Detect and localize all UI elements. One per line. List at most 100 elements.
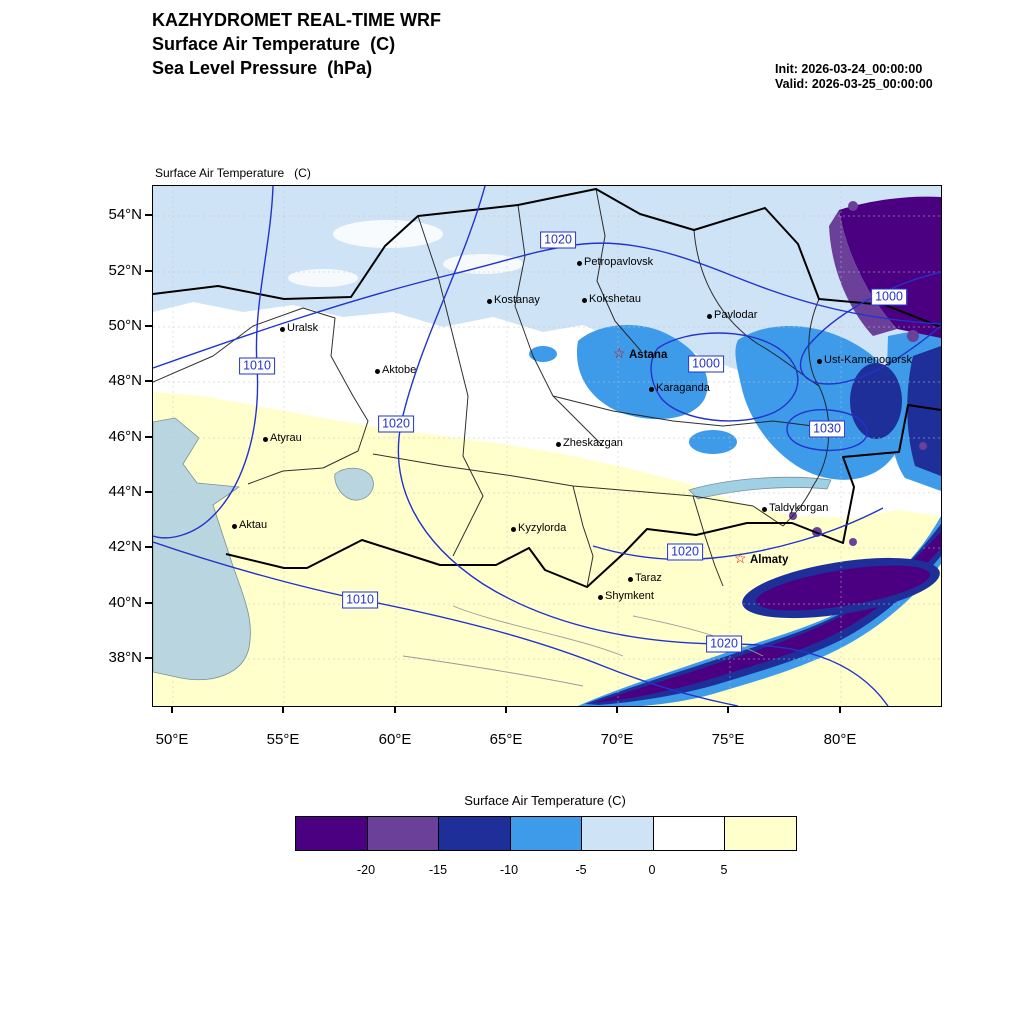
y-axis-label: 40°N xyxy=(108,594,142,611)
temp-fill-minus10to5 xyxy=(689,430,737,454)
city-label: Almaty xyxy=(750,554,789,566)
temp-speckle xyxy=(919,442,927,450)
lake-balkhash xyxy=(688,476,832,500)
valid-time: Valid: 2026-03-25_00:00:00 xyxy=(775,77,933,91)
axis-tick xyxy=(145,491,152,493)
city-label: Shymkent xyxy=(605,590,654,602)
map-canvas xyxy=(153,186,941,706)
temp-fill-minus15to10 xyxy=(850,363,902,439)
graticule xyxy=(153,186,941,706)
axis-tick xyxy=(839,706,841,713)
pressure-label: 1020 xyxy=(378,415,414,433)
kazakhstan-border xyxy=(153,188,941,588)
city-label: Taraz xyxy=(635,572,662,584)
city-dot-icon xyxy=(649,387,654,392)
init-time: Init: 2026-03-24_00:00:00 xyxy=(775,62,923,76)
x-axis-label: 80°E xyxy=(823,731,857,748)
axis-tick xyxy=(145,436,152,438)
temp-speckle xyxy=(879,322,887,330)
city-label: Uralsk xyxy=(287,322,319,334)
x-axis-label: 55°E xyxy=(266,731,300,748)
variable-title-temperature: Surface Air Temperature (C) xyxy=(152,34,396,54)
pressure-label: 1000 xyxy=(871,288,907,306)
colorbar-cell xyxy=(725,817,797,850)
axis-tick xyxy=(616,706,618,713)
colorbar-cell xyxy=(510,817,583,850)
city-dot-icon xyxy=(598,595,603,600)
city-dot-icon xyxy=(628,577,633,582)
temp-fill-minus5to0 xyxy=(153,186,941,478)
axis-tick xyxy=(145,602,152,604)
axis-tick xyxy=(145,325,152,327)
pressure-label: 1000 xyxy=(688,355,724,373)
axis-tick xyxy=(145,380,152,382)
colorbar-tick-label: -10 xyxy=(499,863,519,877)
map-subtitle-temperature: Surface Air Temperature (C) xyxy=(155,166,311,180)
temp-fill-patch xyxy=(333,220,443,248)
city-label: Taldykorgan xyxy=(769,502,829,514)
pressure-contours xyxy=(153,186,941,706)
temp-fill-minus20to15 xyxy=(829,210,897,336)
colorbar-tick-label: -20 xyxy=(356,863,376,877)
capital-star-icon: ☆ xyxy=(613,345,626,361)
variable-title-pressure: Sea Level Pressure (hPa) xyxy=(152,58,373,78)
city-label: Kokshetau xyxy=(589,293,641,305)
temp-speckle xyxy=(907,330,919,342)
colorbar-cell xyxy=(367,817,440,850)
oblast-borders xyxy=(153,188,830,588)
temp-speckle xyxy=(839,272,847,280)
city-dot-icon xyxy=(707,314,712,319)
y-axis-label: 38°N xyxy=(108,649,142,666)
x-axis-label: 70°E xyxy=(600,731,634,748)
city-label: Pavlodar xyxy=(714,309,758,321)
colorbar-tick-label: -15 xyxy=(428,863,448,877)
city-label: Ust-Kamenogorsk xyxy=(824,354,913,366)
city-dot-icon xyxy=(280,327,285,332)
temp-fill-minus10to5 xyxy=(576,324,708,420)
city-dot-icon xyxy=(232,524,237,529)
city-dot-icon xyxy=(577,261,582,266)
city-label: Karaganda xyxy=(656,382,710,394)
city-label: Astana xyxy=(629,349,668,361)
city-label: Kyzylorda xyxy=(518,522,567,534)
y-axis-label: 44°N xyxy=(108,483,142,500)
axis-tick xyxy=(145,546,152,548)
pressure-label: 1020 xyxy=(540,231,576,249)
mountain-band-navy xyxy=(585,524,941,705)
y-axis-label: 52°N xyxy=(108,262,142,279)
axis-tick xyxy=(145,657,152,659)
pressure-label: 1020 xyxy=(667,543,703,561)
colorbar-cell xyxy=(653,817,726,850)
city-dot-icon xyxy=(375,369,380,374)
city-dot-icon xyxy=(556,442,561,447)
title-block: KAZHYDROMET REAL-TIME WRF Surface Air Te… xyxy=(152,8,441,80)
colorbar-title: Surface Air Temperature (C) xyxy=(464,793,626,808)
temp-fill-patch xyxy=(443,254,523,274)
city-dot-icon xyxy=(487,299,492,304)
colorbar-cell xyxy=(296,817,368,850)
colorbar-cell xyxy=(439,817,511,850)
axis-tick xyxy=(394,706,396,713)
axis-tick xyxy=(282,706,284,713)
y-axis-label: 50°N xyxy=(108,317,142,334)
colorbar xyxy=(295,816,797,851)
caspian-sea xyxy=(153,417,251,681)
axis-tick xyxy=(145,214,152,216)
axis-tick xyxy=(145,270,152,272)
city-label: Petropavlovsk xyxy=(584,256,654,268)
temp-speckle xyxy=(849,538,857,546)
colorbar-tick-label: 5 xyxy=(720,863,728,877)
axis-tick xyxy=(727,706,729,713)
city-label: Kostanay xyxy=(494,294,540,306)
x-axis-label: 75°E xyxy=(711,731,745,748)
city-dot-icon xyxy=(511,527,516,532)
neighbour-borders xyxy=(402,605,764,687)
pressure-label: 1020 xyxy=(706,635,742,653)
x-axis-label: 50°E xyxy=(155,731,189,748)
colorbar-tick-label: -5 xyxy=(575,863,587,877)
colorbar-cell xyxy=(582,817,654,850)
city-label: Aktau xyxy=(239,519,268,531)
city-label: Zheskazgan xyxy=(563,437,623,449)
temp-fill-minus10to5 xyxy=(529,346,557,362)
